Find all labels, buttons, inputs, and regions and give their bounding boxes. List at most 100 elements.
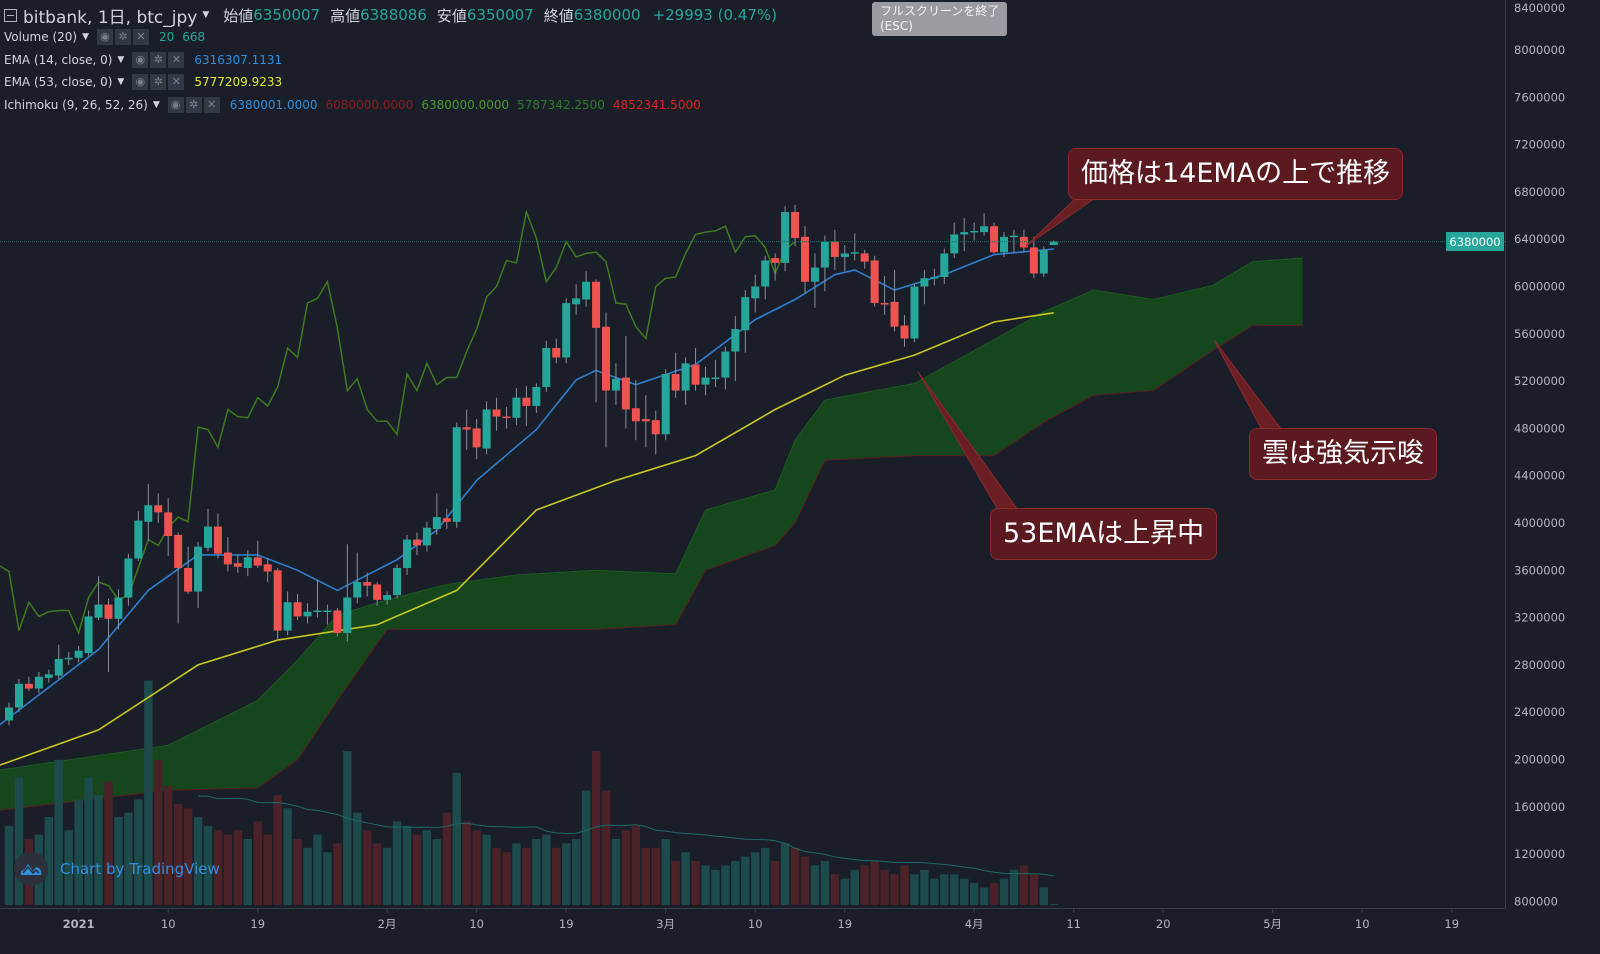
volume-bar [243,839,252,905]
candle [383,591,392,605]
close-icon[interactable]: ✕ [168,51,185,68]
eye-icon[interactable]: ◉ [132,74,149,91]
candle-body [164,512,173,537]
volume-bar [114,817,123,905]
candle [64,651,73,665]
candle [592,279,601,403]
price-tick-label: 3200000 [1514,611,1565,625]
eye-icon[interactable]: ◉ [132,51,149,68]
candle [1009,229,1018,254]
candle-body [592,281,601,328]
close-icon[interactable]: ✕ [133,29,149,46]
close-icon[interactable]: ✕ [168,74,185,91]
candle-body [820,241,829,268]
candle [681,357,690,405]
eye-icon[interactable]: ◉ [167,96,184,113]
volume-bar [780,843,790,905]
candle-body [731,329,740,352]
candle [522,385,531,427]
gear-icon[interactable]: ✲ [150,51,167,68]
candle-body [243,557,252,568]
caret-down-icon[interactable]: ▼ [117,54,125,65]
caret-down-icon[interactable]: ▼ [82,32,89,43]
price-axis[interactable] [1505,0,1600,954]
volume-bar [44,817,53,905]
time-tick-label: 19 [250,917,265,931]
caret-down-icon[interactable]: ▼ [202,10,210,20]
candle-body [64,657,73,660]
candle [711,359,720,388]
candle [353,552,362,604]
candle-body [104,604,113,619]
candle [472,418,481,460]
candle [512,388,521,425]
time-tick-label: 10 [748,917,763,931]
price-tick-label: 800000 [1514,894,1558,908]
indicator-label[interactable]: Ichimoku (9, 26, 52, 26) [4,97,148,112]
price-tick-label: 2400000 [1514,705,1565,719]
volume-bar [84,777,93,905]
candle [810,253,819,308]
candle [741,290,750,353]
candle [462,409,471,450]
volume-bar [830,874,840,905]
candle [54,644,63,680]
volume-bar [1029,874,1039,905]
indicator-label[interactable]: Volume (20) [4,30,78,45]
time-tick-label: 10 [161,917,176,931]
time-tick-label: 2月 [378,917,397,931]
price-tick-label: 2800000 [1514,658,1565,672]
volume-bar [134,799,143,905]
candle-body [860,253,869,262]
symbol-title[interactable]: bitbank, 1日, btc_jpy [4,3,197,28]
candle-body [253,557,262,566]
volume-bar [542,834,551,905]
annotation-callout-2[interactable]: 雲は強気示唆 [1249,428,1437,480]
candle [313,579,322,618]
candle [363,572,372,597]
close-icon[interactable]: ✕ [203,96,220,113]
volume-bar [581,790,591,905]
candle-body [233,563,242,567]
candle-body [14,683,23,708]
tooltip-shortcut: (ESC) [880,19,913,33]
indicator-label[interactable]: EMA (53, close, 0) [4,75,113,90]
candle-body [611,378,620,391]
indicator-value: 5787342.2500 [517,97,605,112]
candle-body [582,281,591,300]
eye-icon[interactable]: ◉ [97,29,113,46]
candle-body [930,277,939,279]
gear-icon[interactable]: ✲ [150,74,167,91]
tradingview-branding[interactable]: Chart by TradingView [14,852,220,886]
volume-bar [940,874,949,905]
indicator-label[interactable]: EMA (14, close, 0) [4,52,113,67]
time-axis[interactable] [0,908,1600,954]
price-tick-label: 2000000 [1514,753,1565,767]
candle [452,422,461,528]
volume-bar [960,878,969,905]
caret-down-icon[interactable]: ▼ [152,99,160,110]
volume-bar [1009,869,1019,905]
volume-bar [840,878,849,905]
gear-icon[interactable]: ✲ [185,96,202,113]
caret-down-icon[interactable]: ▼ [117,77,125,88]
annotation-callout-3[interactable]: 53EMAは上昇中 [990,508,1218,560]
volume-bar [890,874,899,905]
candle-body [791,212,800,239]
annotation-callout-1[interactable]: 価格は14EMAの上で推移 [1068,148,1404,200]
candle-body [452,427,461,522]
gear-icon[interactable]: ✲ [115,29,131,46]
price-tick-label: 7600000 [1514,90,1565,104]
volume-bar [333,843,342,905]
close-label: 終値 [543,6,574,25]
candle [204,508,212,552]
indicator-value: 6380000.0000 [421,97,510,112]
candle-body [213,526,222,554]
volume-bar [969,883,979,905]
candle [174,532,183,624]
collapse-icon[interactable] [4,8,17,22]
tradingview-logo-icon [14,852,48,886]
symbol-title-text: bitbank, 1日, btc_jpy [23,7,198,28]
volume-bar [412,834,422,905]
price-tick-label: 3600000 [1514,563,1565,577]
